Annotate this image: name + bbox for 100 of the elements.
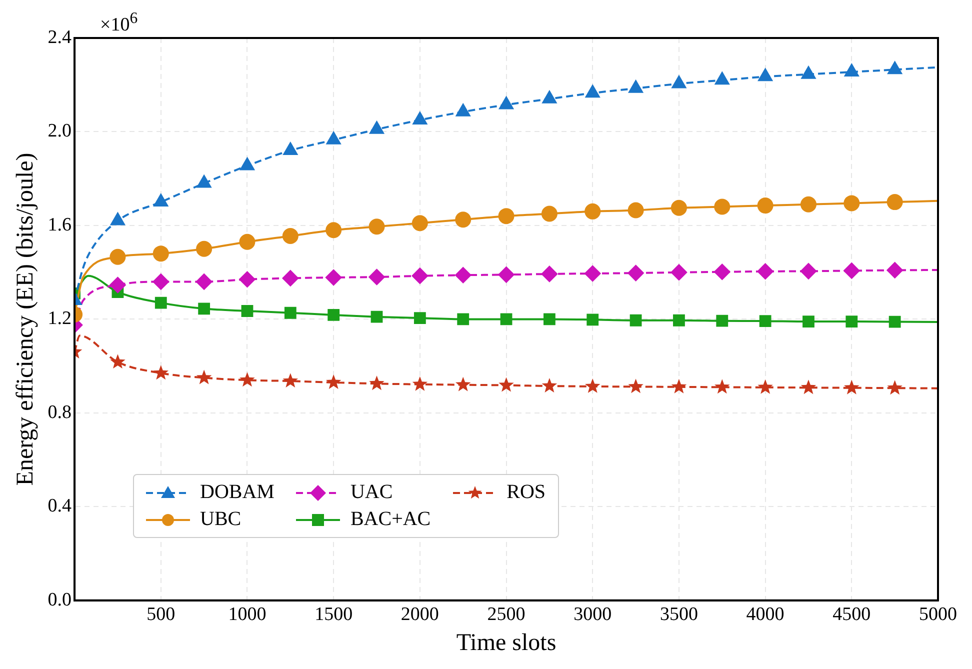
point: [455, 267, 472, 284]
x-tick-label: 1000: [228, 604, 266, 625]
point: [412, 268, 428, 284]
legend-label: BAC+AC: [350, 508, 431, 531]
point: [586, 314, 599, 326]
point: [844, 64, 859, 76]
point: [714, 198, 730, 215]
legend-label: DOBAM: [200, 481, 274, 504]
point: [326, 132, 341, 144]
point: [152, 274, 169, 290]
point: [282, 270, 298, 286]
point: [154, 194, 168, 207]
point: [326, 222, 342, 238]
point: [412, 215, 428, 232]
point: [369, 376, 384, 390]
point: [584, 203, 601, 220]
y-axis-title: Energy efficiency (EE) (bits/joule): [12, 152, 39, 486]
point: [886, 262, 903, 278]
point: [198, 302, 210, 315]
point: [370, 121, 384, 134]
x-tick-label: 4500: [832, 604, 871, 625]
point: [670, 200, 687, 216]
point: [499, 96, 514, 110]
point: [758, 379, 773, 394]
point: [240, 372, 255, 387]
text: ×10$^{6}$: [100, 10, 138, 36]
point: [239, 271, 256, 288]
point: [628, 202, 644, 218]
point: [715, 72, 730, 85]
point: [196, 370, 212, 384]
point: [671, 378, 687, 394]
legend-label: UAC: [350, 481, 393, 504]
point: [586, 85, 600, 98]
point: [672, 76, 686, 88]
y-tick-label: 2.0: [48, 120, 72, 142]
point: [541, 266, 558, 282]
point: [500, 313, 512, 326]
point: [673, 314, 685, 326]
y-tick-label: 2.4: [48, 26, 72, 48]
point: [368, 218, 385, 235]
point: [282, 228, 298, 244]
point: [585, 378, 600, 393]
point: [498, 266, 514, 283]
point: [110, 248, 126, 265]
point: [110, 212, 125, 226]
point: [844, 380, 860, 394]
x-tick-label: 2500: [487, 604, 526, 625]
point: [714, 264, 730, 280]
point: [714, 379, 730, 394]
point: [758, 68, 772, 82]
y-tick-label: 0.4: [48, 496, 72, 517]
point: [241, 305, 254, 317]
point: [846, 316, 858, 328]
x-tick-label: 1500: [314, 604, 353, 625]
point: [628, 80, 643, 93]
point: [240, 158, 254, 170]
point: [326, 269, 342, 286]
point: [370, 310, 383, 323]
point: [759, 315, 772, 328]
point: [542, 90, 557, 104]
point: [153, 365, 169, 380]
point: [456, 104, 470, 116]
x-axis-title: Time slots: [456, 630, 556, 656]
point: [800, 196, 816, 212]
point: [196, 274, 212, 290]
point: [498, 377, 514, 392]
point: [542, 378, 558, 392]
point: [541, 206, 558, 222]
y-tick-label: 0.8: [48, 402, 72, 423]
point: [628, 265, 644, 282]
point: [197, 175, 212, 188]
point: [239, 234, 256, 250]
x-tick-label: 3500: [660, 604, 698, 625]
point: [584, 266, 601, 282]
point: [455, 212, 472, 228]
point: [757, 198, 774, 214]
point: [886, 194, 903, 210]
point: [628, 378, 644, 394]
point: [670, 264, 687, 280]
y-tick-label: 1.6: [48, 214, 72, 236]
x-tick-label: 5000: [919, 604, 957, 625]
point: [801, 66, 816, 79]
point: [544, 313, 556, 326]
y-tick-label: 0.0: [48, 589, 72, 610]
point: [326, 374, 342, 389]
x-tick-label: 4000: [746, 604, 784, 625]
point: [154, 296, 167, 309]
point: [887, 380, 902, 395]
point: [283, 142, 298, 155]
point: [498, 208, 514, 224]
point: [110, 276, 126, 293]
legend-label: ROS: [506, 481, 546, 504]
x-tick-label: 500: [146, 604, 176, 625]
point: [888, 62, 902, 74]
point: [457, 313, 470, 326]
point: [412, 376, 428, 391]
y-tick-label: 1.2: [48, 308, 72, 330]
x-tick-label: 3000: [574, 604, 612, 625]
point: [844, 195, 860, 212]
point: [455, 376, 471, 392]
